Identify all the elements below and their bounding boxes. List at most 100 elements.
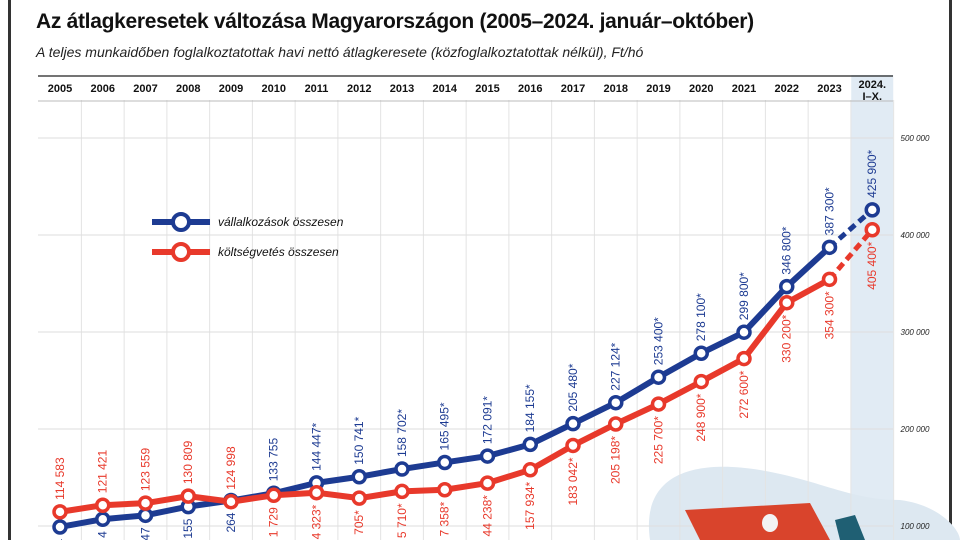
data-label: 405 400*: [865, 241, 879, 289]
data-point: [351, 469, 367, 485]
x-tick-label: 2021: [732, 83, 756, 95]
decorative-card: [835, 515, 865, 540]
x-tick-label: 2017: [561, 83, 585, 95]
data-label: 172 091*: [481, 396, 495, 444]
data-label: 387 300*: [823, 187, 837, 235]
data-label: 272 600*: [737, 370, 751, 418]
data-label: 425 900*: [865, 150, 879, 198]
data-label: 1 729: [267, 507, 281, 537]
data-point: [95, 497, 111, 513]
x-tick-label: 2016: [518, 83, 542, 95]
x-tick-label: 2006: [91, 83, 115, 95]
data-point: [137, 507, 154, 524]
highlight-column: [851, 75, 894, 540]
data-point: [223, 494, 239, 510]
data-point: [394, 461, 410, 477]
x-tick-label: 2008: [176, 83, 200, 95]
data-point: [779, 294, 795, 311]
decorative-wallet: [685, 503, 830, 540]
data-label: 150 741*: [352, 416, 366, 464]
x-tick-label: 2009: [219, 83, 243, 95]
data-point: [565, 437, 581, 454]
data-point: [266, 487, 282, 503]
data-label: 5 710*: [395, 503, 409, 538]
data-point: [736, 350, 752, 367]
data-point: [479, 448, 496, 464]
data-label: 184 155*: [523, 384, 537, 432]
data-label: 130 809: [181, 440, 195, 484]
series-dashed-line-0: [827, 207, 874, 250]
data-label: 346 800*: [780, 226, 794, 274]
x-tick-label: 2014: [433, 83, 458, 95]
data-point: [137, 495, 154, 511]
data-label: 7 358*: [438, 501, 452, 536]
data-point: [650, 369, 667, 385]
data-label: 205 198*: [609, 436, 623, 484]
data-label: 4 323*: [310, 504, 324, 539]
data-point: [565, 415, 581, 432]
decorative-hole: [762, 514, 778, 532]
data-label: 124 998: [224, 446, 238, 490]
x-tick-label: 2015: [475, 83, 499, 95]
data-point: [522, 462, 538, 478]
data-label: 165 495*: [438, 402, 452, 450]
x-tick-label: 2013: [390, 83, 414, 95]
data-label: 155: [181, 518, 195, 538]
legend-label: költségvetés összesen: [218, 245, 339, 259]
data-point: [864, 202, 880, 218]
data-point: [394, 483, 410, 500]
x-tick-label: 2011: [305, 83, 329, 95]
data-label: 227 124*: [609, 342, 623, 390]
x-tick-label: 2005: [48, 83, 72, 95]
data-label: 225 700*: [652, 416, 666, 464]
x-tick-sublabel: I–X.: [862, 91, 882, 103]
data-label: 158 702*: [395, 409, 409, 457]
legend-label: vállalkozások összesen: [218, 215, 344, 229]
data-label: 114 583: [53, 457, 67, 500]
data-point: [864, 222, 880, 238]
data-point: [52, 504, 68, 520]
data-label: 4: [96, 531, 110, 538]
data-label: 47: [139, 527, 153, 540]
data-point: [180, 488, 196, 504]
y-tick-label: 300 000: [901, 328, 930, 337]
data-label: 253 400*: [652, 317, 666, 365]
data-label: 157 934*: [523, 481, 537, 529]
y-tick-label: 200 000: [900, 425, 930, 434]
x-tick-label: 2022: [775, 83, 799, 95]
data-point: [522, 436, 538, 453]
data-point: [650, 396, 667, 412]
x-tick-label: 2023: [817, 83, 841, 95]
data-label: 354 300*: [823, 291, 837, 339]
x-tick-label: 2007: [133, 83, 157, 95]
y-tick-label: 400 000: [901, 231, 930, 240]
data-point: [821, 271, 838, 288]
data-point: [437, 482, 453, 498]
data-point: [608, 416, 624, 432]
data-label: 705*: [352, 510, 366, 535]
legend-marker: [171, 212, 191, 232]
data-label: 44 238*: [481, 495, 495, 537]
data-label: 330 200*: [780, 314, 794, 362]
data-point: [736, 324, 752, 340]
data-label: 278 100*: [694, 293, 708, 341]
frame-left: [8, 0, 11, 540]
x-tick-label: 2012: [347, 83, 371, 95]
data-label: 264: [224, 512, 238, 532]
data-point: [821, 239, 838, 256]
frame-right: [949, 0, 952, 540]
y-tick-label: 500 000: [901, 134, 930, 143]
data-label: 299 800*: [737, 272, 751, 320]
data-label: 133 755: [267, 438, 281, 482]
data-label: 121 421: [96, 450, 110, 494]
y-tick-label: 100 000: [901, 522, 930, 531]
series-dashed-line-1: [827, 228, 875, 281]
data-point: [608, 394, 624, 411]
data-point: [693, 345, 709, 361]
chart-title: Az átlagkeresetek változása Magyarország…: [36, 10, 754, 33]
x-tick-label: 2018: [604, 83, 628, 95]
data-point: [693, 373, 709, 390]
data-label: 144 447*: [310, 423, 324, 471]
data-label: 4: [53, 539, 67, 540]
